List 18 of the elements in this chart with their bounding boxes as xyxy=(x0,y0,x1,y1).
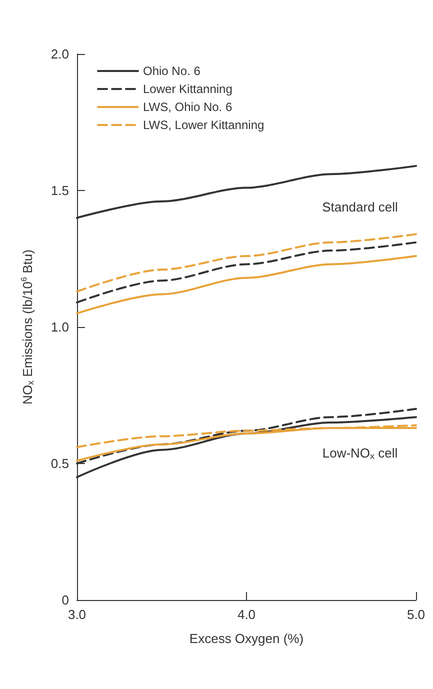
line-series xyxy=(76,255,417,314)
legend-label: LWS, Lower Kittanning xyxy=(143,118,264,132)
x-tick-label: 5.0 xyxy=(406,607,426,622)
y-tick-label: 2.0 xyxy=(50,46,69,62)
y-tick-label: 1.0 xyxy=(50,320,69,334)
annotation: Standard cell xyxy=(322,200,398,214)
y-tick-label: 0.5 xyxy=(50,456,69,471)
legend-label: Ohio No. 6 xyxy=(143,64,201,78)
x-axis-title: Excess Oxygen (%) xyxy=(189,631,304,646)
legend-label: Lower Kittanning xyxy=(143,82,232,96)
x-tick-label: 3.0 xyxy=(68,607,86,622)
y-tick-label: 0 xyxy=(62,592,69,608)
line-series xyxy=(76,233,417,293)
y-tick-label: 1.5 xyxy=(50,183,69,198)
line-series xyxy=(76,427,417,462)
legend-label: LWS, Ohio No. 6 xyxy=(143,100,232,114)
y-axis-title: NOx Emissions (lb/106 Btu) xyxy=(20,250,36,404)
x-tick-label: 4.0 xyxy=(237,607,256,622)
